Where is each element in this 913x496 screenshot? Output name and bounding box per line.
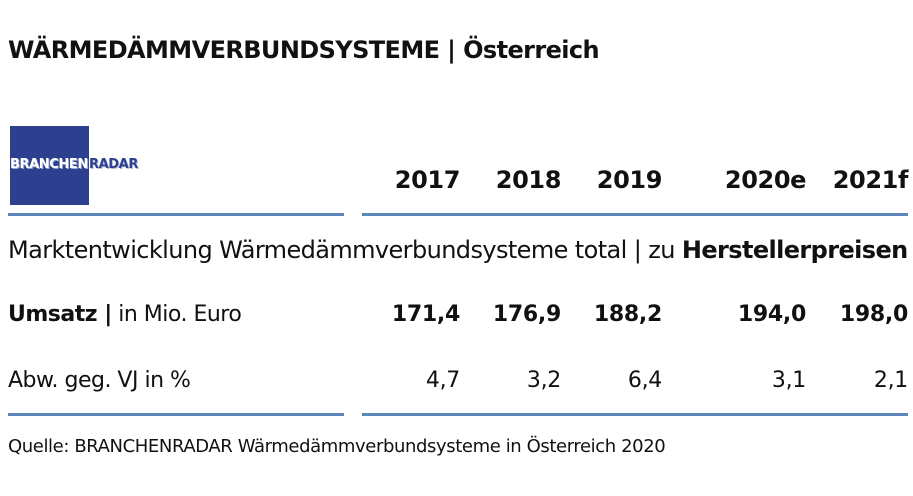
abweichung-2020e: 3,1 [771, 368, 806, 393]
row-label-umsatz-rest: in Mio. Euro [111, 302, 242, 327]
logo-text-radar: RADAR [89, 157, 138, 172]
umsatz-2021f: 198,0 [839, 302, 908, 327]
year-header-2021f: 2021f [832, 166, 909, 194]
footer-rule-right [362, 413, 908, 416]
logo-text-branchen: BRANCHEN [10, 157, 88, 172]
umsatz-2020e: 194,0 [737, 302, 806, 327]
footer-rule-left [8, 413, 344, 416]
row-label-abweichung-rest: Abw. geg. VJ in % [8, 368, 191, 393]
abweichung-2018: 3,2 [526, 368, 561, 393]
abweichung-2019: 6,4 [627, 368, 662, 393]
header-rule-left [8, 213, 344, 216]
header-rule-right [362, 213, 908, 216]
row-label-umsatz-bold: Umsatz | [8, 302, 112, 327]
page-title: WÄRMEDÄMMVERBUNDSYSTEME | Österreich [8, 36, 600, 64]
abweichung-2021f: 2,1 [873, 368, 908, 393]
umsatz-2018: 176,9 [492, 302, 561, 327]
year-header-2018: 2018 [495, 166, 562, 194]
abweichung-2017: 4,7 [425, 368, 460, 393]
year-header-2019: 2019 [596, 166, 663, 194]
source-note: Quelle: BRANCHENRADAR Wärmedämmverbundsy… [8, 436, 666, 457]
year-header-2017: 2017 [394, 166, 461, 194]
year-header-2020e: 2020e [724, 166, 806, 194]
section-label: Marktentwicklung Wärmedämmverbundsysteme… [8, 236, 908, 264]
row-label-umsatz: Umsatz | in Mio. Euro [8, 302, 242, 327]
section-label-prefix: Marktentwicklung Wärmedämmverbundsysteme… [8, 236, 682, 264]
row-label-abweichung: Abw. geg. VJ in % [8, 368, 191, 393]
section-label-bold: Herstellerpreisen [681, 236, 908, 264]
branchenradar-logo: BRANCHEN RADAR [10, 126, 138, 205]
umsatz-2019: 188,2 [593, 302, 662, 327]
umsatz-2017: 171,4 [391, 302, 460, 327]
